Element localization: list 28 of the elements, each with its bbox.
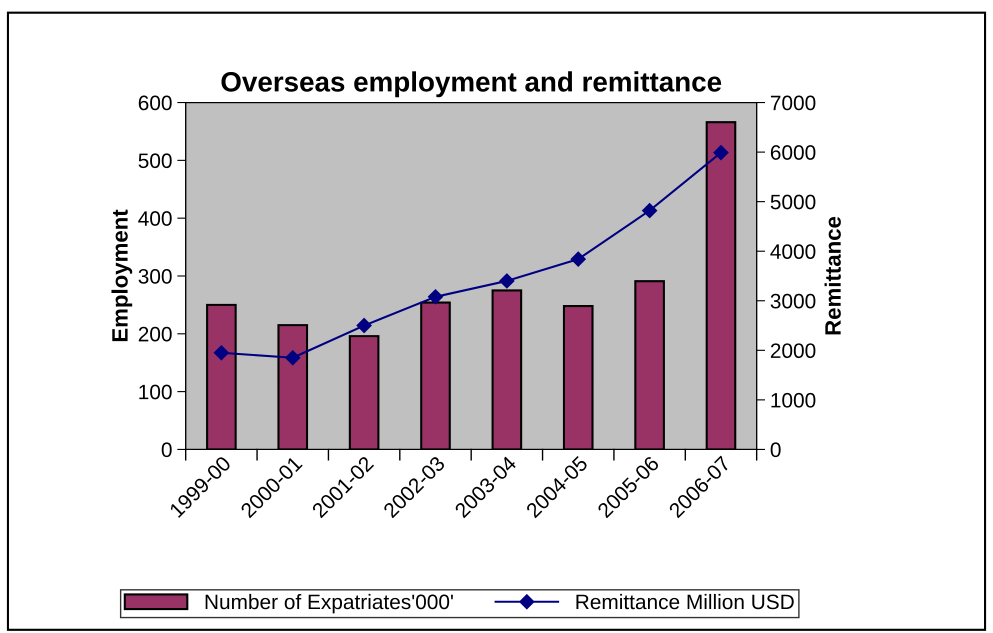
y-tick-label: 500: [138, 153, 172, 168]
y2-tick-label: 7000: [770, 96, 816, 110]
y2-tick-label: 6000: [770, 145, 816, 160]
point: [285, 350, 300, 366]
point: [214, 345, 229, 360]
y2-tick-label: 5000: [770, 194, 816, 210]
y-tick-label: 200: [138, 326, 172, 342]
point: [356, 318, 372, 334]
y-tick-label: 0: [162, 442, 172, 458]
y-tick-label: 300: [138, 268, 172, 284]
y2-tick-label: 0: [770, 442, 781, 458]
point: [713, 145, 729, 160]
point: [642, 203, 658, 218]
y-tick-label: 600: [138, 96, 172, 110]
y-tick-label: 100: [139, 384, 172, 400]
y2-tick-label: 2000: [770, 343, 816, 358]
legend-label: Remittance Million USD: [576, 594, 794, 610]
point: [499, 273, 514, 289]
chart-title: Overseas employment and remittance: [221, 71, 722, 98]
point: [570, 252, 586, 267]
y-axis-title: Employment: [111, 210, 132, 342]
y2-tick-label: 3000: [770, 294, 816, 309]
legend-label: Number of Expatriates'000': [206, 594, 453, 614]
point: [428, 289, 444, 304]
y-tick-label: 400: [138, 211, 172, 226]
y2-tick-label: 4000: [770, 244, 816, 259]
y2-tick-label: 1000: [771, 392, 816, 408]
y2-axis-title: Remittance: [824, 216, 841, 334]
